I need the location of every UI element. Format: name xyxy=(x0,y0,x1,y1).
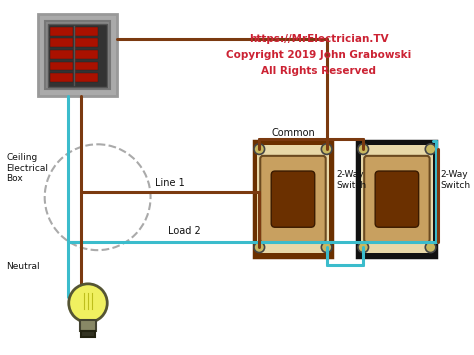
FancyBboxPatch shape xyxy=(257,145,328,253)
FancyBboxPatch shape xyxy=(49,50,73,59)
FancyBboxPatch shape xyxy=(260,156,326,242)
Text: All Rights Reserved: All Rights Reserved xyxy=(262,66,376,76)
Text: 2-Way: 2-Way xyxy=(336,170,364,179)
FancyBboxPatch shape xyxy=(49,73,73,82)
FancyBboxPatch shape xyxy=(38,15,117,96)
FancyBboxPatch shape xyxy=(357,141,437,257)
FancyBboxPatch shape xyxy=(81,331,95,337)
FancyBboxPatch shape xyxy=(45,21,110,89)
Text: https://MrElectrician.TV: https://MrElectrician.TV xyxy=(249,34,389,44)
Text: Load 2: Load 2 xyxy=(168,226,201,236)
Circle shape xyxy=(425,144,436,154)
FancyBboxPatch shape xyxy=(49,61,73,70)
Circle shape xyxy=(358,242,368,252)
FancyBboxPatch shape xyxy=(271,171,315,227)
FancyBboxPatch shape xyxy=(254,141,332,257)
FancyBboxPatch shape xyxy=(375,171,419,227)
FancyBboxPatch shape xyxy=(74,38,98,47)
Text: Electrical: Electrical xyxy=(6,164,48,173)
FancyBboxPatch shape xyxy=(49,27,73,36)
Text: Ceiling: Ceiling xyxy=(6,153,37,162)
FancyBboxPatch shape xyxy=(364,156,429,242)
Circle shape xyxy=(69,284,107,322)
Text: Switch: Switch xyxy=(336,181,366,190)
FancyBboxPatch shape xyxy=(74,27,98,36)
Text: Copyright 2019 John Grabowski: Copyright 2019 John Grabowski xyxy=(226,50,411,60)
FancyBboxPatch shape xyxy=(74,50,98,59)
FancyBboxPatch shape xyxy=(47,24,107,87)
Text: Box: Box xyxy=(6,174,23,183)
Circle shape xyxy=(321,144,332,154)
Circle shape xyxy=(254,242,264,252)
FancyBboxPatch shape xyxy=(80,321,96,331)
Circle shape xyxy=(425,242,436,252)
Text: Common: Common xyxy=(271,127,315,138)
Text: 2-Way: 2-Way xyxy=(440,170,468,179)
FancyBboxPatch shape xyxy=(49,38,73,47)
Text: Switch: Switch xyxy=(440,181,470,190)
Circle shape xyxy=(254,144,264,154)
Text: Line 1: Line 1 xyxy=(155,178,185,187)
FancyBboxPatch shape xyxy=(74,73,98,82)
FancyBboxPatch shape xyxy=(74,61,98,70)
Circle shape xyxy=(321,242,332,252)
Circle shape xyxy=(358,144,368,154)
FancyBboxPatch shape xyxy=(361,145,432,253)
Text: Neutral: Neutral xyxy=(6,262,40,271)
